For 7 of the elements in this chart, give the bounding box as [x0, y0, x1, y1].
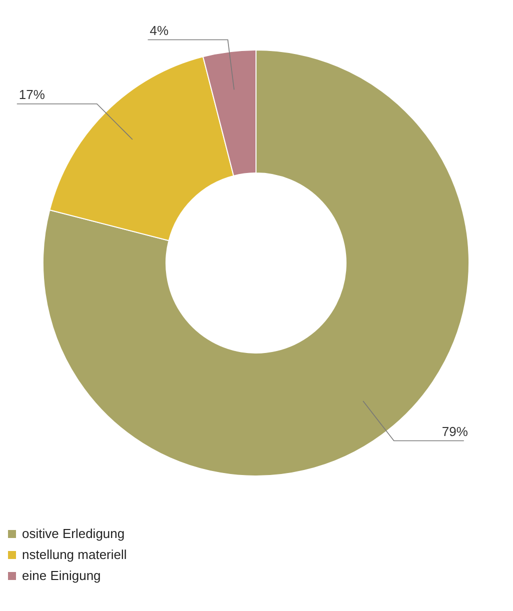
data-label: 17% [18, 86, 46, 102]
data-label: 4% [150, 22, 170, 38]
legend-label: ositive Erledigung [22, 526, 125, 541]
data-label: 79% [442, 424, 468, 439]
legend-label: nstellung materiell [22, 547, 127, 562]
legend-label: eine Einigung [22, 568, 101, 583]
donut-slice [42, 50, 470, 476]
